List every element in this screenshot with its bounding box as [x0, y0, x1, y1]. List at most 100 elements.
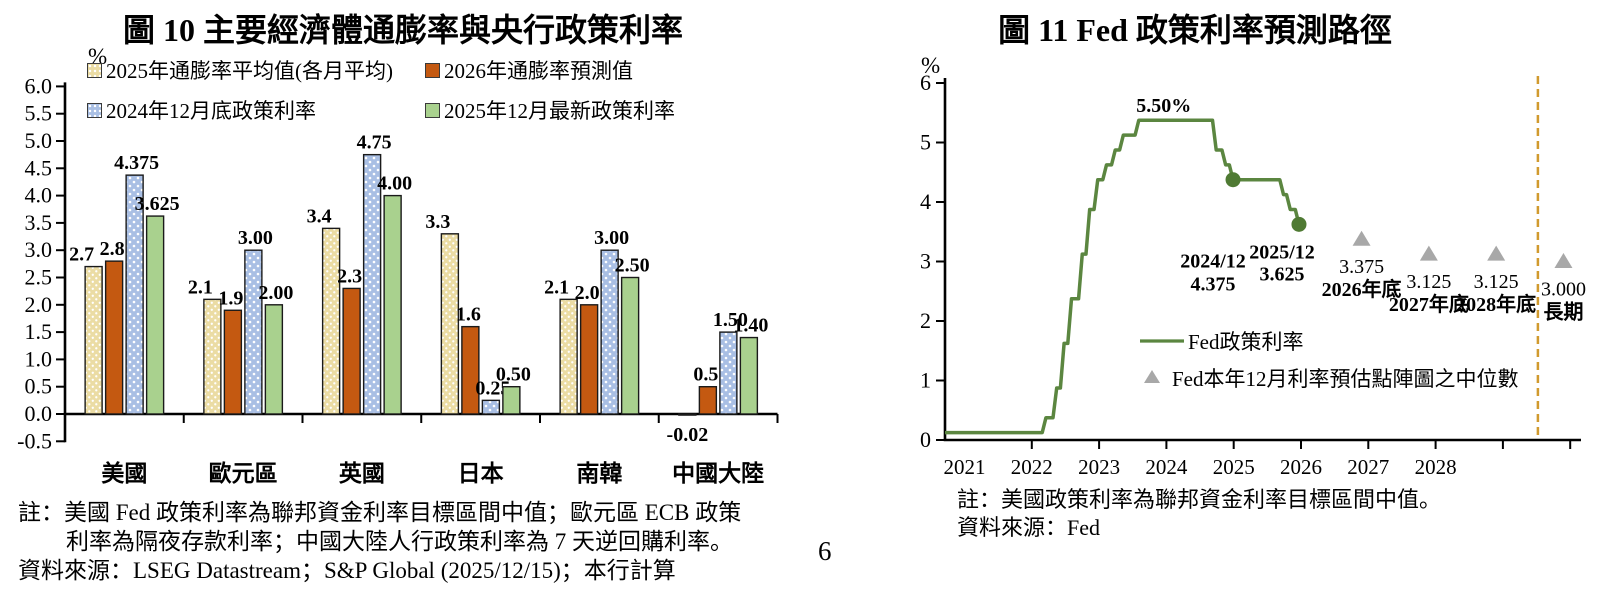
category-label: 南韓 [576, 460, 622, 486]
y-tick-label: 3.5 [25, 210, 53, 235]
figure10-title: 圖 10 主要經濟體通膨率與央行政策利率 [122, 12, 683, 48]
y-tick-label: -0.5 [17, 428, 52, 453]
triangle-period-label: 2028年底 [1456, 292, 1536, 316]
note-line: 利率為隔夜存款利率；中國大陸人行政策利率為 7 天逆回購利率。 [66, 529, 733, 554]
bar-value-label: 0.25 [475, 377, 510, 399]
figure11-notes: 註：美國政策利率為聯邦資金利率目標區間中值。 資料來源：Fed [957, 486, 1441, 542]
bar-value-label: 3.3 [425, 211, 450, 233]
year-label: 2021 [944, 455, 986, 479]
year-label: 2022 [1011, 455, 1053, 479]
bar-2025年通膨率平均值(各月平均)-美國 [84, 265, 103, 415]
triangle-value-label: 3.125 [1474, 271, 1519, 293]
bar-2024年12月底政策利率-英國 [362, 153, 382, 415]
bar-2025年12月最新政策利率-英國 [383, 194, 402, 415]
y-tick-label: 5 [920, 130, 931, 155]
bar-value-label: 2.0 [575, 282, 600, 304]
bar-2025年12月最新政策利率-美國 [145, 215, 165, 415]
orange-swatch-icon [425, 62, 440, 78]
year-label: 2024 [1145, 455, 1188, 479]
bar-value-label: 4.00 [377, 173, 412, 195]
page-number: 6 [818, 536, 832, 566]
dot-plot-triangle-icon [1419, 245, 1438, 261]
note-line: 註：美國政策利率為聯邦資金利率目標區間中值。 [957, 487, 1442, 512]
bar-2025年12月最新政策利率-日本 [502, 386, 521, 415]
legend-line-label: Fed政策利率 [1188, 330, 1304, 354]
dot-plot-triangle-icon [1554, 253, 1573, 268]
line-marker-dot [1291, 216, 1307, 232]
bar-value-label: 1.9 [218, 287, 243, 309]
y-tick-label: 4 [920, 189, 931, 214]
note-line: 資料來源：Fed [957, 515, 1101, 540]
bar-2025年通膨率平均值(各月平均)-英國 [321, 227, 341, 415]
bar-2025年12月最新政策利率-南韓 [620, 276, 640, 415]
bar-value-label: -0.02 [667, 424, 709, 446]
bar-value-label: 3.4 [307, 205, 332, 227]
legend-triangle-label: Fed本年12月利率預估點陣圖之中位數 [1172, 367, 1519, 391]
legend-label: 2025年通膨率平均值(各月平均) [106, 59, 393, 83]
bar-2025年12月最新政策利率-歐元區 [264, 304, 284, 415]
bar-value-label: 1.6 [456, 304, 481, 326]
y-tick-label: 6.0 [25, 73, 53, 98]
bar-2026年通膨率預測值-歐元區 [223, 309, 243, 415]
marker-value-label: 3.625 [1259, 263, 1304, 285]
marker-date-label: 2024/12 [1180, 251, 1246, 273]
y-tick-label: 1.0 [25, 346, 53, 371]
bar-value-label: 2.00 [258, 282, 293, 304]
bar-value-label: 2.50 [615, 255, 650, 277]
bar-value-label: 3.625 [135, 193, 180, 215]
legend-item-2026-inflation: 2026年通膨率預測值 [425, 55, 633, 85]
green-swatch-icon [425, 102, 440, 118]
figure11-title: 圖 11 Fed 政策利率預測路徑 [998, 12, 1392, 48]
year-label: 2026 [1280, 455, 1322, 479]
triangle-period-label: 2026年底 [1322, 277, 1402, 301]
bar-2026年通膨率預測值-英國 [342, 287, 361, 415]
bar-value-label: 2.1 [188, 276, 213, 298]
marker-value-label: 4.375 [1191, 274, 1236, 296]
y-tick-label: 1.5 [25, 319, 53, 344]
bar-value-label: 4.375 [114, 152, 159, 174]
legend-item-2025-policy-rate: 2025年12月最新政策利率 [425, 95, 675, 125]
bar-value-label: 1.40 [733, 315, 768, 337]
bar-2025年12月最新政策利率-中國大陸 [739, 336, 759, 415]
triangle-period-label: 長期 [1543, 301, 1583, 324]
bar-value-label: 0.50 [496, 364, 531, 386]
bar-value-label: 1.50 [713, 309, 748, 331]
bar-2024年12月底政策利率-中國大陸 [719, 331, 738, 415]
bar-value-label: 3.00 [238, 227, 273, 249]
bar-value-label: 2.7 [69, 244, 94, 266]
bar-2026年通膨率預測值-日本 [461, 325, 480, 415]
figure10-notes: 註：美國 Fed 政策利率為聯邦資金利率目標區間中值；歐元區 ECB 政策 利率… [18, 498, 741, 585]
y-tick-label: 2 [920, 308, 931, 333]
legend-item-2024-policy-rate: 2024年12月底政策利率 [87, 95, 316, 125]
note-line: 資料來源：LSEG Datastream；S&P Global (2025/12… [18, 558, 676, 583]
bar-2024年12月底政策利率-美國 [125, 174, 144, 415]
y-tick-label: 5.0 [25, 128, 53, 153]
bar-2025年通膨率平均值(各月平均)-南韓 [559, 298, 578, 415]
triangle-period-label: 2027年底 [1389, 292, 1469, 316]
dot-plot-triangle-icon [1352, 230, 1371, 246]
marker-date-label: 2025/12 [1249, 241, 1315, 263]
bar-2026年通膨率預測值-美國 [104, 260, 124, 415]
bar-2025年通膨率平均值(各月平均)-歐元區 [203, 298, 222, 415]
bar-value-label: 2.3 [337, 265, 362, 287]
legend-label: 2026年通膨率預測值 [444, 59, 633, 83]
year-label: 2027 [1347, 455, 1389, 479]
year-label: 2028 [1415, 455, 1457, 479]
y-tick-label: 0.5 [25, 374, 53, 399]
bar-2024年12月底政策利率-日本 [481, 399, 501, 415]
triangle-value-label: 3.000 [1541, 279, 1586, 301]
year-label: 2025 [1213, 455, 1255, 479]
y-tick-label: 5.5 [25, 101, 53, 126]
dot-plot-triangle-icon [1487, 245, 1506, 261]
bar-2026年通膨率預測值-中國大陸 [698, 386, 718, 415]
category-label: 美國 [101, 460, 147, 486]
y-tick-label: 3 [920, 249, 931, 274]
legend-item-2025-inflation: 2025年通膨率平均值(各月平均) [87, 55, 393, 85]
bar-2025年通膨率平均值(各月平均)-中國大陸 [678, 413, 697, 416]
bar-2024年12月底政策利率-南韓 [600, 249, 619, 415]
bar-2026年通膨率預測值-南韓 [579, 304, 599, 415]
legend-label: 2024年12月底政策利率 [106, 99, 316, 123]
peak-rate-label: 5.50% [1136, 95, 1191, 117]
